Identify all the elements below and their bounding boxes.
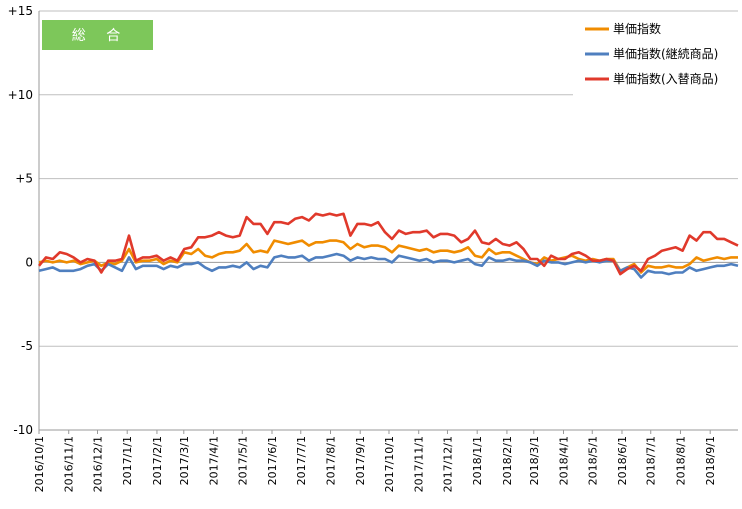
badge: 総 合 <box>42 20 153 50</box>
x-tick-label: 2017/11/1 <box>413 436 426 492</box>
x-tick-label: 2018/8/1 <box>674 436 687 485</box>
plot-area <box>37 212 739 279</box>
badge-box <box>42 20 153 50</box>
y-axis: +15 +10 +5 0 -5 -10 <box>8 4 33 437</box>
x-tick-label: 2017/5/1 <box>236 436 249 485</box>
legend-label: 単価指数 <box>613 21 661 36</box>
x-axis: 2016/10/1 2016/11/1 2016/12/1 2017/1/1 2017/… <box>33 430 717 492</box>
x-tick-label: 2018/9/1 <box>704 436 717 485</box>
y-tick-label: +15 <box>8 4 33 18</box>
legend-label: 単価指数(継続商品) <box>613 46 718 61</box>
y-tick-label: -5 <box>21 339 33 353</box>
y-tick-label: -10 <box>13 423 33 437</box>
x-tick-label: 2016/12/1 <box>91 436 104 492</box>
x-tick-label: 2017/3/1 <box>178 436 191 485</box>
x-tick-label: 2017/8/1 <box>324 436 337 485</box>
y-tick-label: +5 <box>15 172 33 186</box>
x-tick-label: 2018/5/1 <box>586 436 599 485</box>
badge-label: 総 合 <box>72 28 128 44</box>
x-tick-label: 2017/10/1 <box>383 436 396 492</box>
series-line <box>37 212 739 276</box>
x-tick-label: 2017/6/1 <box>266 436 279 485</box>
x-tick-label: 2018/2/1 <box>501 436 514 485</box>
x-tick-label: 2018/1/1 <box>471 436 484 485</box>
series-line <box>38 252 739 279</box>
y-tick-label: 0 <box>25 255 33 269</box>
x-tick-label: 2018/7/1 <box>645 436 658 485</box>
x-tick-label: 2017/1/1 <box>121 436 134 485</box>
y-tick-label: +10 <box>8 88 33 102</box>
x-tick-label: 2018/4/1 <box>557 436 570 485</box>
x-tick-label: 2016/11/1 <box>63 436 76 492</box>
x-tick-label: 2016/10/1 <box>33 436 46 492</box>
x-tick-label: 2018/6/1 <box>616 436 629 485</box>
x-tick-label: 2017/9/1 <box>354 436 367 485</box>
x-tick-label: 2018/3/1 <box>528 436 541 485</box>
x-tick-label: 2017/2/1 <box>151 436 164 485</box>
legend-label: 単価指数(入替商品) <box>613 71 718 86</box>
x-tick-label: 2017/4/1 <box>208 436 221 485</box>
x-tick-label: 2017/7/1 <box>295 436 308 485</box>
x-tick-label: 2017/12/1 <box>441 436 454 492</box>
